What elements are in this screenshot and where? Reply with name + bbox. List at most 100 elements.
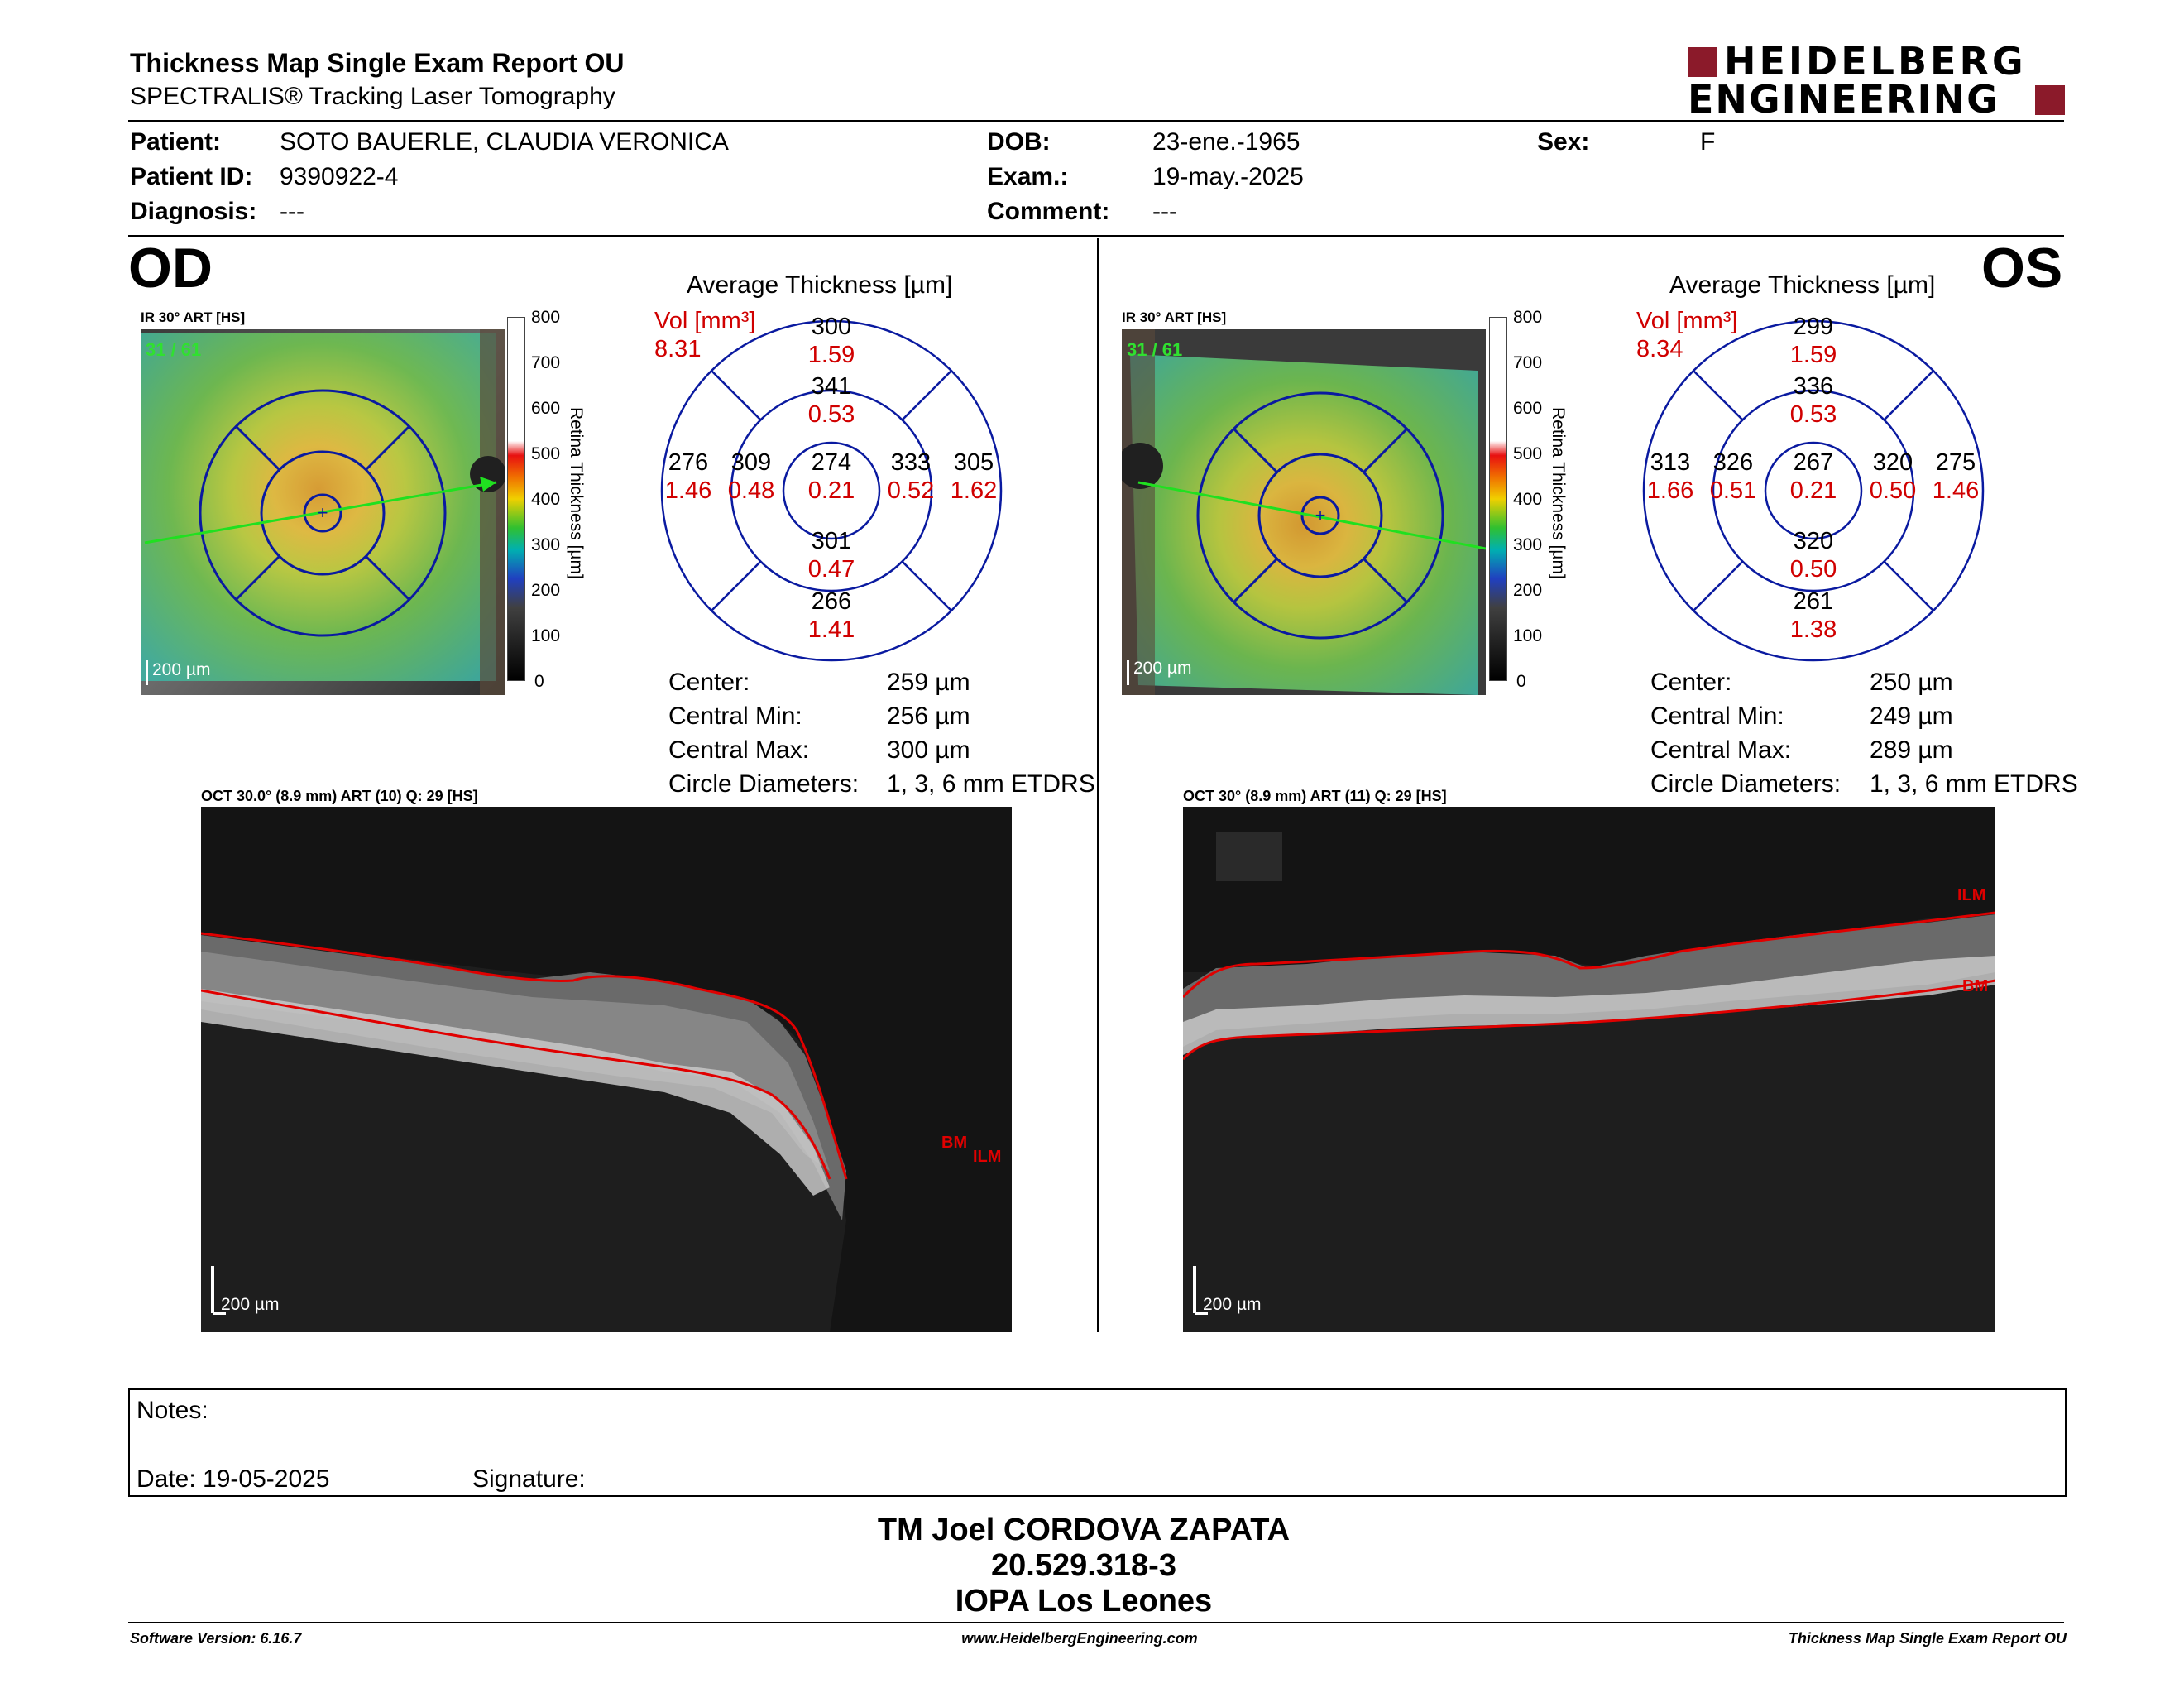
os-inner-inf-vol: 0.50 <box>1789 556 1837 583</box>
os-scale-bar <box>1127 660 1129 685</box>
os-outer-sup-vol: 1.59 <box>1789 342 1837 368</box>
comment-value: --- <box>1152 198 1177 225</box>
os-oct-scan <box>1183 807 1995 1332</box>
od-oct-scale: 200 µm <box>221 1295 280 1314</box>
od-inner-nas-vol: 0.52 <box>887 477 935 504</box>
svg-text:+: + <box>318 502 328 523</box>
os-outer-nas-vol: 1.46 <box>1932 477 1980 504</box>
notes-box: Notes: Date: 19-05-2025 Signature: <box>128 1388 2067 1497</box>
cb-tick: 0 <box>1516 672 1526 691</box>
software-version: Software Version: 6.16.7 <box>130 1630 302 1647</box>
cb-tick: 700 <box>1513 353 1543 372</box>
od-diam-label: Circle Diameters: <box>668 770 860 798</box>
signer-block: TM Joel CORDOVA ZAPATA 20.529.318-3 IOPA… <box>0 1513 2184 1619</box>
od-center-label: Center: <box>668 669 750 696</box>
os-max-label: Central Max: <box>1650 736 1792 764</box>
cb-tick: 800 <box>1513 308 1543 327</box>
od-outer-inf: 266 <box>811 588 852 615</box>
os-diam-value: 1, 3, 6 mm ETDRS <box>1870 770 2078 798</box>
cb-tick: 100 <box>1513 626 1543 645</box>
cb-tick: 400 <box>531 490 561 509</box>
footer-website[interactable]: www.HeidelbergEngineering.com <box>961 1630 1198 1647</box>
od-outer-temp: 276 <box>668 449 709 476</box>
od-etdrs-values: 300 1.59 341 0.53 276 1.46 309 0.48 274 … <box>658 314 1005 664</box>
logo-square-bottom <box>2035 85 2065 115</box>
patient-rule <box>128 235 2064 237</box>
cb-tick: 600 <box>1513 399 1543 418</box>
os-eye-label: OS <box>1981 237 2063 300</box>
signer-place: IOPA Los Leones <box>955 1584 1213 1618</box>
od-oct-scan <box>201 807 1012 1332</box>
od-scale-bar <box>146 660 148 685</box>
logo-text-top: HEIDELBERG <box>1724 39 2027 84</box>
os-ilm-label: ILM <box>1957 886 1986 904</box>
od-thickness-map: + <box>141 329 505 695</box>
od-colorbar <box>507 317 525 681</box>
logo-square-top <box>1688 47 1717 77</box>
heidelberg-logo: HEIDELBERG ENGINEERING <box>1688 42 2068 122</box>
logo-text-bottom: ENGINEERING <box>1688 77 2000 122</box>
footer-rule <box>128 1622 2064 1623</box>
od-outer-nas: 305 <box>953 449 994 476</box>
od-frame-count: 31 / 61 <box>146 339 202 360</box>
svg-text:+: + <box>1315 505 1326 525</box>
os-etdrs-values: 299 1.59 336 0.53 313 1.66 326 0.51 267 … <box>1640 314 1987 664</box>
header-rule <box>128 120 2064 122</box>
footer-report-name: Thickness Map Single Exam Report OU <box>1788 1630 2067 1647</box>
os-etdrs-grid <box>1642 319 1985 662</box>
cb-tick: 700 <box>531 353 561 372</box>
eye-divider <box>1097 238 1099 1332</box>
od-inner-sup-vol: 0.53 <box>807 401 855 428</box>
os-vol-label: Vol [mm³] <box>1636 308 1738 334</box>
od-ilm-label: ILM <box>973 1148 1002 1166</box>
os-inner-sup-vol: 0.53 <box>1789 401 1837 428</box>
cb-tick: 100 <box>531 626 561 645</box>
os-avg-title: Average Thickness [µm] <box>1669 271 1936 299</box>
cb-tick: 0 <box>534 672 544 691</box>
os-outer-nas: 275 <box>1935 449 1976 476</box>
report-subtitle: SPECTRALIS® Tracking Laser Tomography <box>130 83 615 110</box>
os-bm-label: BM <box>1962 977 1989 995</box>
od-colorbar-title: Retina Thickness [µm] <box>567 407 586 579</box>
od-inner-inf: 301 <box>811 528 852 554</box>
os-inner-sup: 336 <box>1793 373 1834 400</box>
od-center-value: 259 µm <box>887 669 970 696</box>
od-inner-inf-vol: 0.47 <box>807 556 855 583</box>
od-outer-inf-vol: 1.41 <box>807 616 855 643</box>
od-bm-label: BM <box>941 1134 968 1152</box>
os-inner-temp: 326 <box>1712 449 1754 476</box>
os-min-value: 249 µm <box>1870 703 1953 730</box>
os-center: 267 <box>1793 449 1834 476</box>
os-oct-label: OCT 30° (8.9 mm) ART (11) Q: 29 [HS] <box>1183 788 1447 804</box>
od-min-label: Central Min: <box>668 703 802 730</box>
cb-tick: 400 <box>1513 490 1543 509</box>
signer-rut: 20.529.318-3 <box>991 1548 1176 1583</box>
os-vol-total: 8.34 <box>1636 336 1684 362</box>
os-ir-label: IR 30° ART [HS] <box>1122 309 1227 325</box>
diagnosis-label: Diagnosis: <box>130 198 257 225</box>
od-eye-label: OD <box>128 237 213 300</box>
patient-label: Patient: <box>130 128 222 156</box>
dob-value: 23-ene.-1965 <box>1152 128 1300 156</box>
od-outer-sup: 300 <box>811 314 852 340</box>
od-min-value: 256 µm <box>887 703 970 730</box>
od-center: 274 <box>811 449 852 476</box>
od-avg-title: Average Thickness [µm] <box>687 271 953 299</box>
od-etdrs-grid <box>660 319 1003 662</box>
exam-label: Exam.: <box>987 163 1069 190</box>
cb-tick: 200 <box>1513 581 1543 600</box>
signature-label: Signature: <box>472 1465 586 1493</box>
os-scale-label: 200 µm <box>1133 659 1192 678</box>
od-ir-label: IR 30° ART [HS] <box>141 309 246 325</box>
od-diam-value: 1, 3, 6 mm ETDRS <box>887 770 1095 798</box>
os-inner-nas-vol: 0.50 <box>1869 477 1917 504</box>
od-center-vol: 0.21 <box>807 477 855 504</box>
od-vol-total: 8.31 <box>654 336 702 362</box>
exam-value: 19-may.-2025 <box>1152 163 1304 190</box>
cb-tick: 500 <box>1513 444 1543 463</box>
sex-label: Sex: <box>1537 128 1590 156</box>
od-inner-nas: 333 <box>890 449 932 476</box>
od-vol-label: Vol [mm³] <box>654 308 756 334</box>
os-outer-temp: 313 <box>1650 449 1691 476</box>
od-oct-image: BM ILM 200 µm <box>201 807 1012 1332</box>
